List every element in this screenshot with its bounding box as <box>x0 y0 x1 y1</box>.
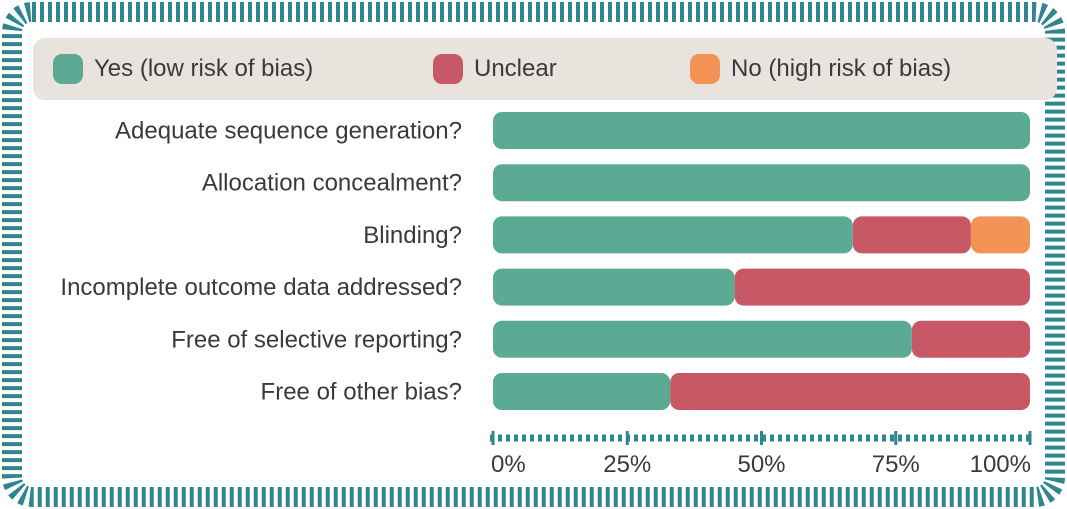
legend-item-no: No (high risk of bias) <box>690 52 951 86</box>
bar-segment <box>493 373 671 410</box>
legend-label-no: No (high risk of bias) <box>731 55 952 82</box>
legend-swatch-no <box>690 54 720 84</box>
bar-segment <box>911 320 1030 358</box>
x-tick-label: 0% <box>491 451 526 478</box>
category-label: Allocation concealment? <box>202 170 462 197</box>
category-label: Free of other bias? <box>261 379 462 406</box>
legend-item-unclear: Unclear <box>433 52 557 86</box>
legend-swatch-yes <box>53 54 83 84</box>
bar-segment <box>970 216 1030 254</box>
legend-label-unclear: Unclear <box>474 55 557 82</box>
category-label: Adequate sequence generation? <box>115 118 462 145</box>
bar-segment <box>852 216 971 254</box>
x-tick-label: 25% <box>603 451 651 478</box>
bar-segment <box>493 320 912 358</box>
bar-segment <box>493 268 735 306</box>
category-label: Free of selective reporting? <box>171 326 462 353</box>
legend-label-yes: Yes (low risk of bias) <box>94 55 314 82</box>
legend: Yes (low risk of bias) Unclear No (high … <box>33 38 1057 100</box>
x-tick-label: 75% <box>872 451 920 478</box>
bar-segment <box>493 164 1030 202</box>
bar-segment <box>670 373 1030 410</box>
x-tick-label: 50% <box>737 451 785 478</box>
bar-segment <box>493 112 1030 149</box>
bar-segment <box>734 268 1030 306</box>
category-label: Incomplete outcome data addressed? <box>60 274 462 301</box>
bar-segment <box>493 216 853 254</box>
legend-item-yes: Yes (low risk of bias) <box>53 52 313 86</box>
x-tick-label: 100% <box>970 451 1031 478</box>
category-label: Blinding? <box>363 222 462 249</box>
legend-swatch-unclear <box>433 54 463 84</box>
